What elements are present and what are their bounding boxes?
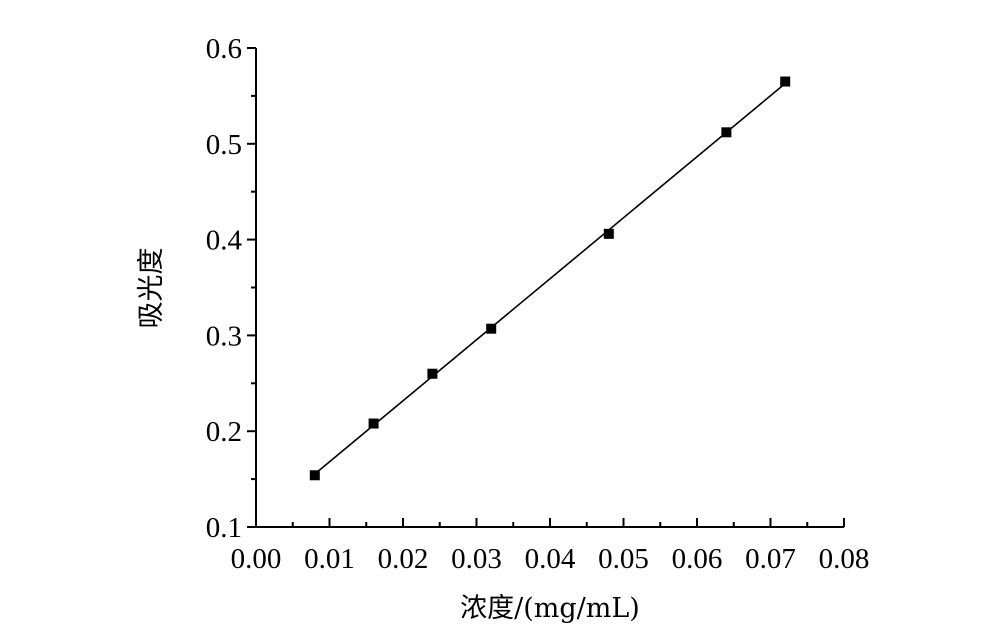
y-ticks: 0.1 0.2 0.3 0.4 0.5 0.6 xyxy=(206,33,256,544)
data-point xyxy=(780,76,791,87)
plot-frame xyxy=(255,48,844,528)
y-tick-label: 0.5 xyxy=(206,129,242,161)
x-tick-label: 0.07 xyxy=(745,543,796,575)
x-axis-title: 浓度/(mg/mL) xyxy=(460,593,640,624)
y-tick-label: 0.2 xyxy=(206,416,242,448)
x-tick-label: 0.04 xyxy=(525,543,576,575)
data-point xyxy=(309,470,320,481)
x-tick-label: 0.08 xyxy=(819,543,870,575)
y-tick-label: 0.4 xyxy=(206,225,243,257)
data-point xyxy=(603,228,614,239)
x-tick-label: 0.03 xyxy=(451,543,502,575)
fit-line xyxy=(314,82,786,475)
data-point xyxy=(721,127,732,138)
fit-line-group xyxy=(314,82,786,475)
y-tick-label: 0.3 xyxy=(206,320,242,352)
x-tick-label: 0.02 xyxy=(378,543,429,575)
y-axis-title: 吸光度 xyxy=(136,248,167,329)
x-ticks: 0.00 0.01 0.02 0.03 0.04 0.05 0.06 0.07 0.08 xyxy=(231,518,870,575)
x-tick-label: 0.05 xyxy=(598,543,649,575)
data-point xyxy=(486,323,497,334)
x-tick-label: 0.06 xyxy=(672,543,723,575)
y-tick-label: 0.6 xyxy=(206,33,242,65)
y-tick-label: 0.1 xyxy=(206,512,242,544)
data-points xyxy=(309,76,791,481)
x-tick-label: 0.00 xyxy=(231,543,282,575)
data-point xyxy=(368,418,379,429)
x-tick-label: 0.01 xyxy=(304,543,355,575)
data-point xyxy=(427,368,438,379)
